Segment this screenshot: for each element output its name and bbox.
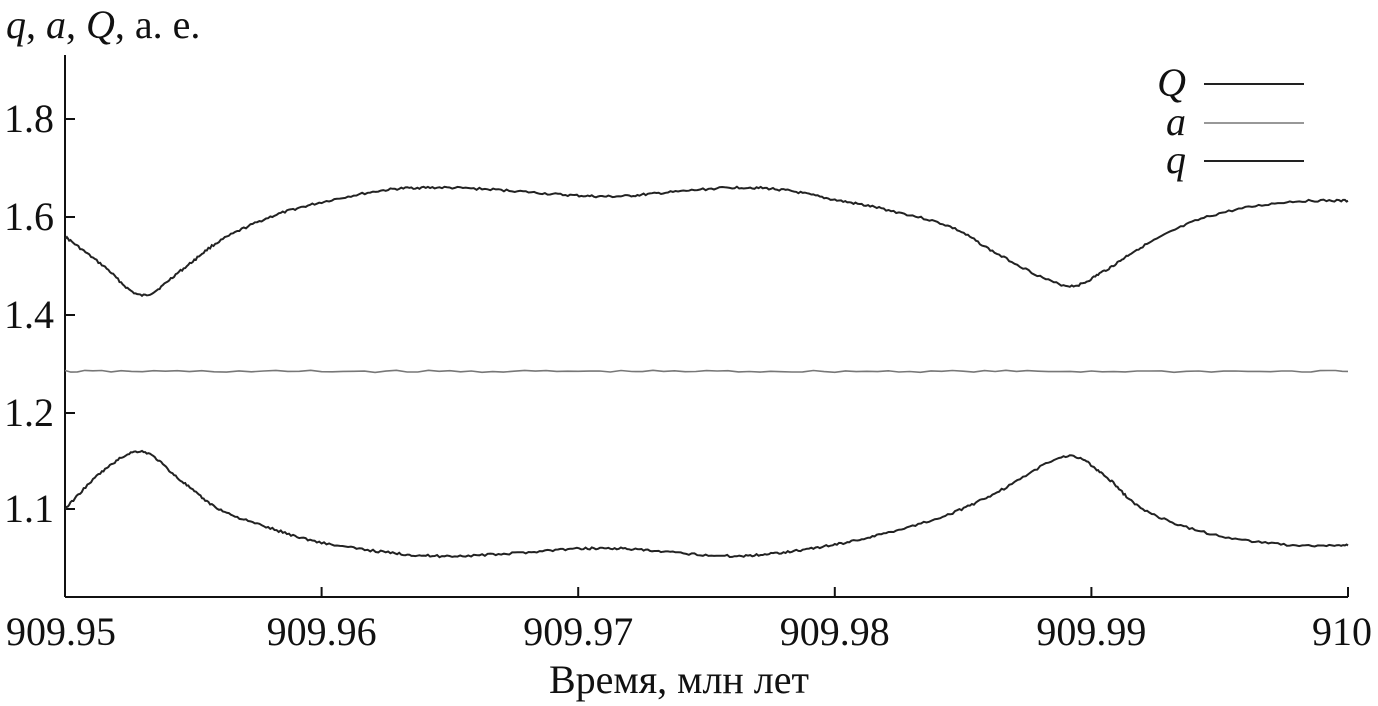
legend-label: Q xyxy=(1157,60,1186,105)
y-axis-title-part: , xyxy=(66,2,86,47)
series-layer xyxy=(64,185,1349,559)
x-tick-label: 909.95 xyxy=(6,609,116,654)
y-tick-label: 1.6 xyxy=(4,194,54,239)
y-axis-title-part: , xyxy=(26,2,46,47)
y-tick-label: 1.1 xyxy=(4,486,54,531)
y-axis-title-text: q, a, Q, а. е. xyxy=(6,2,200,47)
y-axis-ticks: 1.1 1.2 1.4 1.6 1.8 xyxy=(4,96,75,531)
y-axis-title: q, a, Q, а. е. xyxy=(6,2,200,47)
y-axis-title-part: Q xyxy=(86,2,115,47)
series-line-q xyxy=(65,449,1349,559)
legend-label: q xyxy=(1166,137,1186,182)
x-axis-title: Время, млн лет xyxy=(549,657,809,702)
x-tick-label: 909.99 xyxy=(1036,609,1146,654)
y-axis-title-part: a xyxy=(46,2,66,47)
legend: Qaq xyxy=(1157,60,1304,182)
y-tick-label: 1.2 xyxy=(4,390,54,435)
y-axis-title-part: , а. е. xyxy=(115,2,201,47)
y-axis-title-part: q xyxy=(6,2,26,47)
x-axis-ticks: 909.95 909.96 909.97 909.98 909.99 910 xyxy=(6,587,1372,654)
series-line-q-upper xyxy=(64,185,1349,298)
series-line-a xyxy=(64,369,1349,374)
x-tick-label: 909.96 xyxy=(267,609,377,654)
legend-label: a xyxy=(1166,99,1186,144)
x-tick-label: 909.97 xyxy=(523,609,633,654)
x-tick-label: 909.98 xyxy=(780,609,890,654)
x-tick-label: 910 xyxy=(1312,609,1372,654)
y-tick-label: 1.8 xyxy=(4,96,54,141)
y-tick-label: 1.4 xyxy=(4,292,54,337)
